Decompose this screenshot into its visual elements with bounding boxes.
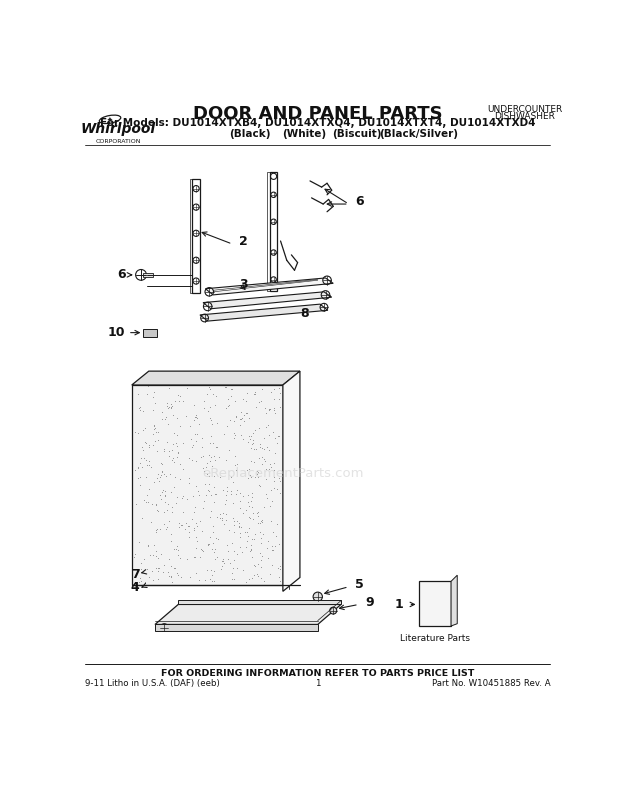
Text: 9: 9: [365, 596, 374, 609]
Text: 1: 1: [315, 679, 321, 688]
Bar: [192, 180, 200, 294]
Polygon shape: [203, 292, 332, 309]
Text: Part No. W10451885 Rev. A: Part No. W10451885 Rev. A: [432, 679, 551, 688]
Text: (White): (White): [281, 128, 326, 139]
Bar: [418, 581, 451, 626]
Polygon shape: [155, 625, 317, 630]
Polygon shape: [200, 304, 328, 321]
Text: Literature Parts: Literature Parts: [400, 634, 470, 642]
Text: 10: 10: [108, 326, 125, 339]
Text: 7: 7: [131, 568, 140, 581]
Bar: [143, 273, 153, 277]
Text: (Black): (Black): [229, 128, 270, 139]
Text: ✦: ✦: [107, 116, 113, 123]
Circle shape: [330, 607, 337, 614]
Text: Whirlpool: Whirlpool: [81, 123, 156, 136]
Text: 3: 3: [239, 278, 247, 291]
Bar: [267, 172, 270, 291]
Text: 5: 5: [355, 578, 364, 591]
Text: DISHWASHER: DISHWASHER: [494, 112, 555, 121]
Polygon shape: [179, 600, 341, 605]
Text: UNDERCOUNTER: UNDERCOUNTER: [487, 106, 562, 115]
Text: (Black/Silver): (Black/Silver): [379, 128, 458, 139]
Text: DOOR AND PANEL PARTS: DOOR AND PANEL PARTS: [193, 106, 443, 124]
Text: eReplacementParts.com: eReplacementParts.com: [202, 467, 363, 480]
Bar: [190, 180, 192, 294]
Text: 6: 6: [117, 269, 125, 282]
Bar: [143, 329, 157, 338]
Polygon shape: [451, 575, 458, 626]
Polygon shape: [205, 278, 334, 295]
Circle shape: [313, 592, 322, 602]
Bar: [131, 385, 283, 585]
Text: For Models: DU1014XTXB4, DU1014XTXQ4, DU1014XTXT4, DU1014XTXD4: For Models: DU1014XTXB4, DU1014XTXQ4, DU…: [100, 118, 536, 128]
Text: (Biscuit): (Biscuit): [332, 128, 381, 139]
Text: 9-11 Litho in U.S.A. (DAF) (eeb): 9-11 Litho in U.S.A. (DAF) (eeb): [86, 679, 220, 688]
Bar: [270, 172, 278, 291]
Text: 4: 4: [131, 581, 140, 594]
Text: 1: 1: [395, 598, 404, 611]
Text: 8: 8: [301, 307, 309, 320]
Polygon shape: [131, 371, 300, 385]
Text: 2: 2: [239, 235, 248, 249]
Text: FOR ORDERING INFORMATION REFER TO PARTS PRICE LIST: FOR ORDERING INFORMATION REFER TO PARTS …: [161, 669, 474, 678]
Polygon shape: [155, 605, 341, 625]
Text: CORPORATION: CORPORATION: [96, 139, 141, 144]
Polygon shape: [283, 371, 300, 591]
Text: 6: 6: [355, 195, 363, 209]
